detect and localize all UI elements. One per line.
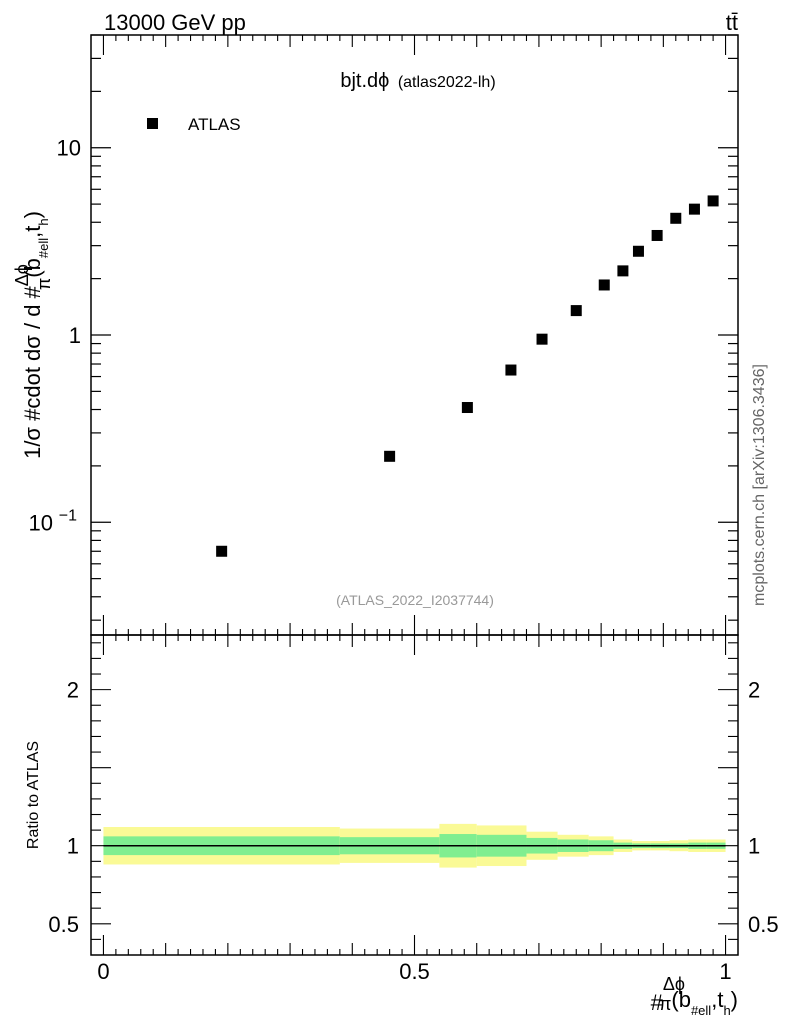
data-point [688,203,700,215]
data-point [632,245,644,257]
y-tick-label: 10 [57,136,81,161]
energy-label: 13000 GeV pp [104,10,246,35]
y-tick-label: 10 [29,510,53,535]
data-point [617,265,629,277]
ratio-y-tick-label-right: 0.5 [748,912,779,937]
ratio-y-tick-label-left: 1 [67,834,79,859]
x-axis-label-text: #Δϕ π(b#ell,th) [651,974,738,1018]
ratio-y-tick-label-left: 2 [67,678,79,703]
x-tick-label: 0 [97,959,109,984]
main-panel: 10 1 10 −1 bjt.dϕ (atlas2022-lh) ATLAS (ATL… [12,34,739,636]
data-point [536,333,548,345]
legend-label: ATLAS [188,115,241,134]
data-point [598,279,610,291]
plot-title: bjt.dϕ (atlas2022-lh) [340,70,495,92]
main-y-axis-label-text: 1/σ #cdot dσ / d #Δϕ π(b#ell,th) [12,211,54,459]
main-y-axis-label: 1/σ #cdot dσ / d #Δϕ π(b#ell,th) [12,211,54,459]
legend-marker [147,118,158,129]
data-point [461,402,473,414]
watermark: mcplots.cern.ch [arXiv:1306.3436] [751,364,768,606]
ratio-y-axis-label: Ratio to ATLAS [25,741,42,849]
analysis-id: (ATLAS_2022_I2037744) [336,592,494,608]
y-tick-label: 1 [69,323,81,348]
ratio-y-tick-label-right: 1 [748,834,760,859]
x-tick-label: 0.5 [399,959,430,984]
ratio-y-tick-label-left: 0.5 [48,912,79,937]
data-point [384,450,396,462]
data-point [707,195,719,207]
ratio-panel: 2 2 1 1 0.5 0.5 0 0.5 1 Ratio to ATLAS #Δϕ π(b#el… [25,634,779,1018]
ratio-frame [90,634,739,956]
y-tick-exponent: −1 [59,507,77,524]
data-point [670,212,682,224]
ratio-y-tick-label-right: 2 [748,678,760,703]
x-tick-label: 1 [719,959,731,984]
x-axis-label: #Δϕ π(b#ell,th) [651,974,738,1018]
data-point [216,545,228,557]
process-label: tt̄ [726,10,738,35]
data-point [570,305,582,317]
plot-title-sub: (atlas2022-lh) [398,74,496,91]
data-point [651,229,663,241]
data-point [505,364,517,376]
plot-title-main: bjt.dϕ [340,70,389,92]
